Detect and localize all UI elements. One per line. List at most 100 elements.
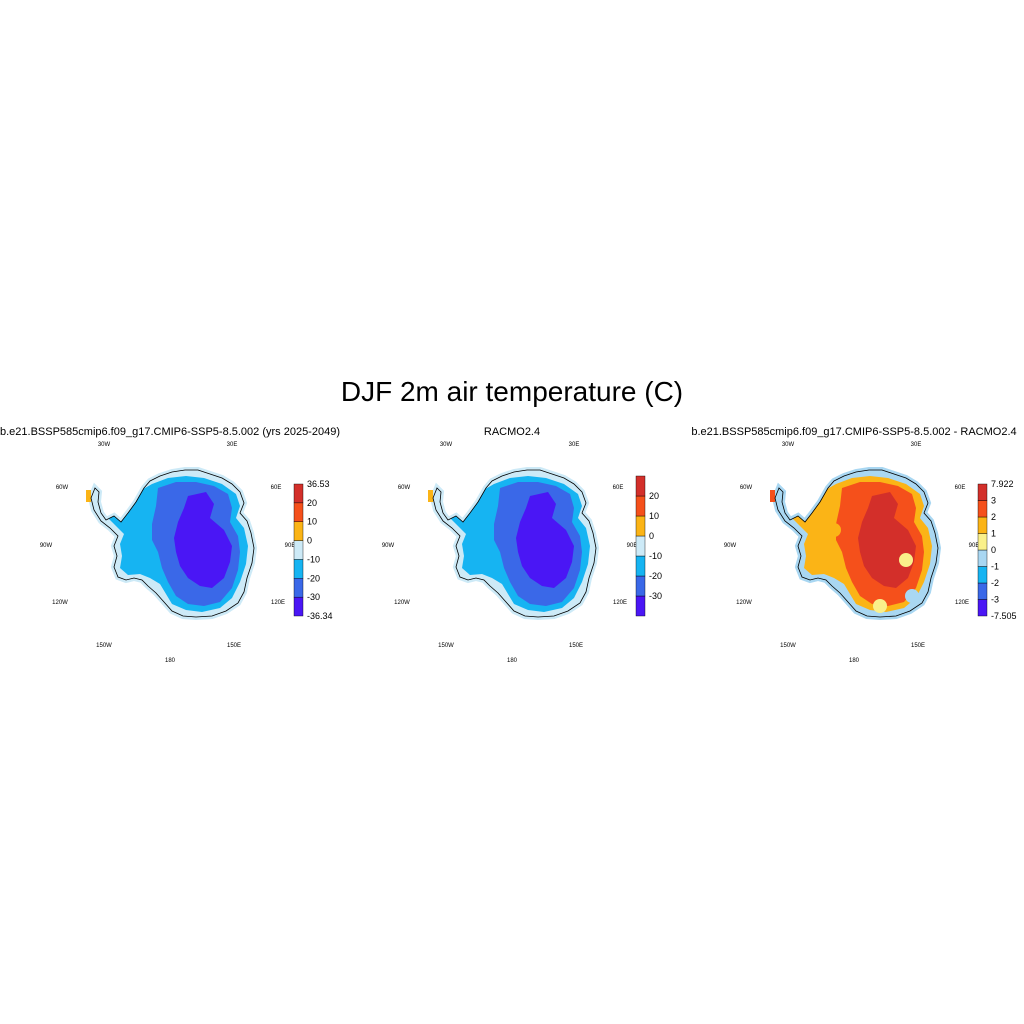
- anomaly-patch: [827, 523, 841, 537]
- anomaly-patch: [817, 553, 831, 567]
- colorbar-segment: [977, 566, 988, 584]
- longitude-label: 120E: [613, 600, 627, 606]
- longitude-label: 120W: [52, 600, 68, 606]
- colorbar-segment: [977, 582, 988, 600]
- longitude-label: 30E: [227, 442, 238, 448]
- colorbar-label: 7.922: [991, 479, 1014, 489]
- colorbar-segment: [977, 549, 988, 567]
- longitude-label: 90W: [724, 543, 737, 549]
- colorbar-label: 0: [307, 536, 312, 546]
- colorbar-label: 2: [991, 512, 996, 522]
- colorbar-segment: [293, 521, 304, 541]
- map-plot: 30W 30E 60W 60E 90W 90E 120W 120E 150W 150E 180 -30…: [382, 442, 662, 664]
- temperature-zone: [516, 492, 574, 588]
- colorbar-segment: [293, 596, 304, 617]
- longitude-label: 150W: [780, 643, 796, 649]
- longitude-label: 180: [849, 658, 860, 664]
- longitude-label: 150E: [569, 643, 583, 649]
- longitude-label: 120W: [394, 600, 410, 606]
- longitude-label: 120E: [271, 600, 285, 606]
- panel-difference: b.e21.BSSP585cmip6.f09_g17.CMIP6-SSP5-8.…: [684, 420, 1024, 680]
- longitude-label: 60W: [740, 485, 753, 491]
- longitude-label: 30W: [440, 442, 453, 448]
- coastline: [90, 469, 255, 618]
- colorbar-label: 20: [649, 491, 659, 501]
- longitude-label: 60W: [398, 485, 411, 491]
- longitude-label: 60E: [271, 485, 282, 491]
- colorbar-label: 0: [649, 531, 654, 541]
- longitude-label: 90W: [382, 543, 395, 549]
- longitude-label: 120E: [955, 600, 969, 606]
- peninsula-tip: [86, 490, 91, 502]
- longitude-label: 90E: [627, 543, 638, 549]
- colorbar-segment: [293, 483, 304, 504]
- temperature-zone: [174, 492, 232, 588]
- figure-title: DJF 2m air temperature (C): [340, 376, 684, 407]
- colorbar-label: -20: [649, 571, 662, 581]
- panel-model: b.e21.BSSP585cmip6.f09_g17.CMIP6-SSP5-8.…: [0, 420, 340, 680]
- colorbar-label: -36.34: [307, 611, 333, 621]
- colorbar-label: 20: [307, 498, 317, 508]
- colorbar-segment: [635, 535, 646, 557]
- colorbar-segment: [977, 599, 988, 617]
- colorbar-segment: [293, 559, 304, 579]
- colorbar-label: -7.505: [991, 611, 1017, 621]
- colorbar-label: -30: [307, 592, 320, 602]
- colorbar-segment: [293, 578, 304, 598]
- longitude-label: 150E: [227, 643, 241, 649]
- panel-title: b.e21.BSSP585cmip6.f09_g17.CMIP6-SSP5-8.…: [0, 426, 340, 438]
- peninsula-tip: [770, 490, 775, 502]
- anomaly-patch: [905, 589, 919, 603]
- colorbar-segment: [635, 575, 646, 597]
- colorbar-segment: [293, 540, 304, 560]
- colorbar-segment: [293, 502, 304, 522]
- colorbar-label: -1: [991, 562, 999, 572]
- colorbar-label: 36.53: [307, 479, 330, 489]
- colorbar-label: -30: [649, 591, 662, 601]
- longitude-label: 150W: [96, 643, 112, 649]
- colorbar-segment: [635, 595, 646, 617]
- anomaly-patch: [899, 553, 913, 567]
- map-plot: 30W 30E 60W 60E 90W 90E 120W 120E 150W 150E 180 -7.…: [724, 442, 1017, 664]
- colorbar-label: 10: [649, 511, 659, 521]
- panel-racmo: RACMO2.4 30W 30E 60W 60E 90W 90E 120W 120E 150W 1…: [342, 420, 682, 680]
- longitude-label: 150W: [438, 643, 454, 649]
- colorbar-label: -10: [649, 551, 662, 561]
- longitude-label: 90E: [969, 543, 980, 549]
- colorbar-label: -2: [991, 578, 999, 588]
- colorbar-label: 0: [991, 545, 996, 555]
- colorbar-segment: [635, 555, 646, 577]
- colorbar-label: -3: [991, 595, 999, 605]
- colorbar-segment: [635, 475, 646, 497]
- colorbar-segment: [635, 495, 646, 517]
- colorbar-label: -20: [307, 573, 320, 583]
- longitude-label: 180: [165, 658, 176, 664]
- longitude-label: 30W: [98, 442, 111, 448]
- longitude-label: 60E: [613, 485, 624, 491]
- longitude-label: 30E: [911, 442, 922, 448]
- longitude-label: 90W: [40, 543, 53, 549]
- colorbar-segment: [977, 533, 988, 551]
- longitude-label: 30E: [569, 442, 580, 448]
- map-plot: 30W 30E 60W 60E 90W 90E 120W 120E 150W 150E 180 -36…: [40, 442, 333, 664]
- coastline: [774, 469, 939, 618]
- anomaly-patch: [873, 599, 887, 613]
- panel-title: RACMO2.4: [483, 426, 541, 438]
- longitude-label: 90E: [285, 543, 296, 549]
- colorbar-label: -10: [307, 554, 320, 564]
- colorbar-label: 3: [991, 496, 996, 506]
- peninsula-tip: [428, 490, 433, 502]
- colorbar-segment: [977, 483, 988, 501]
- longitude-label: 60E: [955, 485, 966, 491]
- longitude-label: 150E: [911, 643, 925, 649]
- colorbar-label: 1: [991, 529, 996, 539]
- colorbar-segment: [635, 515, 646, 537]
- colorbar-segment: [977, 516, 988, 534]
- colorbar-segment: [977, 500, 988, 518]
- panel-title: b.e21.BSSP585cmip6.f09_g17.CMIP6-SSP5-8.…: [691, 426, 1017, 438]
- coastline: [432, 469, 597, 618]
- longitude-label: 180: [507, 658, 518, 664]
- longitude-label: 60W: [56, 485, 69, 491]
- colorbar-label: 10: [307, 517, 317, 527]
- longitude-label: 30W: [782, 442, 795, 448]
